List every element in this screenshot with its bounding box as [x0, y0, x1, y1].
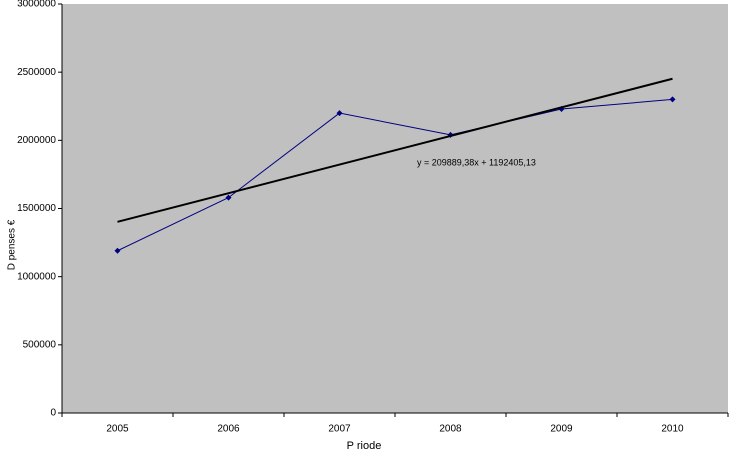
y-tick-label: 2500000: [17, 67, 56, 78]
plot-area: [62, 4, 728, 413]
x-tick-label: 2009: [550, 424, 573, 435]
x-tick-label: 2005: [106, 424, 129, 435]
y-tick-label: 0: [50, 408, 56, 419]
y-tick-label: 1000000: [17, 271, 56, 282]
y-tick-label: 1500000: [17, 203, 56, 214]
x-axis-label: P riode: [347, 440, 382, 452]
x-tick-label: 2006: [217, 424, 240, 435]
y-tick-label: 2000000: [17, 135, 56, 146]
x-tick-label: 2007: [328, 424, 351, 435]
y-tick-label: 500000: [23, 339, 57, 350]
trendline: [117, 77, 673, 223]
data-point: [225, 194, 232, 201]
data-point: [336, 110, 343, 117]
data-line: [117, 98, 673, 252]
data-point: [669, 96, 676, 103]
y-axis-label: D penses €: [7, 219, 18, 270]
trendline-equation: y = 209889,38x + 1192405,13: [417, 157, 536, 167]
y-tick-label: 3000000: [17, 0, 56, 10]
x-tick-label: 2010: [661, 424, 684, 435]
x-tick-label: 2008: [439, 424, 462, 435]
data-point: [114, 247, 121, 254]
